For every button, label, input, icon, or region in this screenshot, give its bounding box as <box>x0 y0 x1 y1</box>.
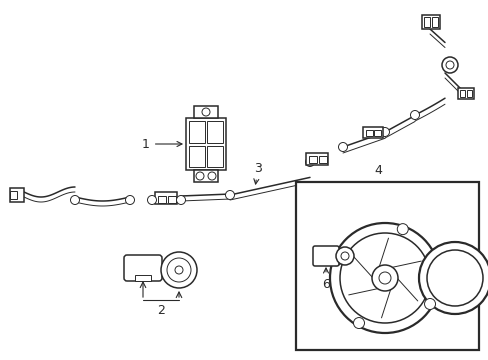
Circle shape <box>161 252 197 288</box>
Text: 3: 3 <box>253 162 262 184</box>
FancyBboxPatch shape <box>124 255 162 281</box>
Bar <box>373 130 380 136</box>
Bar <box>365 130 372 136</box>
Bar <box>189 146 204 167</box>
Bar <box>466 90 471 97</box>
Circle shape <box>196 172 203 180</box>
Bar <box>318 156 326 163</box>
Bar <box>135 275 151 281</box>
Bar <box>295 182 478 350</box>
Bar <box>362 127 382 138</box>
Circle shape <box>396 224 407 235</box>
Bar <box>194 106 218 118</box>
Text: 1: 1 <box>142 138 182 150</box>
Circle shape <box>445 61 453 69</box>
Text: 4: 4 <box>374 163 382 176</box>
Circle shape <box>338 143 347 152</box>
Bar <box>459 90 464 97</box>
Text: 2: 2 <box>157 303 164 316</box>
Circle shape <box>207 172 216 180</box>
Bar <box>206 121 223 143</box>
Circle shape <box>378 272 390 284</box>
Bar <box>185 118 225 170</box>
Circle shape <box>380 127 389 136</box>
Bar <box>308 156 316 163</box>
Circle shape <box>418 242 488 314</box>
Circle shape <box>202 108 209 116</box>
Text: 6: 6 <box>322 268 329 291</box>
Bar <box>206 146 223 167</box>
Circle shape <box>339 233 429 323</box>
Bar <box>457 88 473 99</box>
Circle shape <box>426 250 482 306</box>
Circle shape <box>371 265 397 291</box>
Circle shape <box>147 195 156 204</box>
Bar <box>431 17 437 27</box>
Bar <box>168 196 176 203</box>
Text: 5: 5 <box>0 359 1 360</box>
Bar <box>189 121 204 143</box>
Circle shape <box>305 158 314 166</box>
Circle shape <box>409 111 419 120</box>
Bar <box>194 170 218 182</box>
Circle shape <box>340 252 348 260</box>
Circle shape <box>70 195 80 204</box>
Circle shape <box>175 266 183 274</box>
FancyBboxPatch shape <box>312 246 338 266</box>
Bar <box>10 191 17 199</box>
Circle shape <box>225 190 234 199</box>
Circle shape <box>167 258 191 282</box>
Bar <box>421 15 439 29</box>
Circle shape <box>353 318 364 329</box>
Circle shape <box>441 57 457 73</box>
Circle shape <box>424 298 435 310</box>
Circle shape <box>330 255 341 266</box>
Circle shape <box>176 195 185 204</box>
Bar <box>305 153 327 165</box>
Bar <box>423 17 429 27</box>
Circle shape <box>329 223 439 333</box>
Circle shape <box>125 195 134 204</box>
Circle shape <box>335 247 353 265</box>
Bar <box>155 192 177 204</box>
Bar <box>10 188 24 202</box>
Bar <box>158 196 165 203</box>
